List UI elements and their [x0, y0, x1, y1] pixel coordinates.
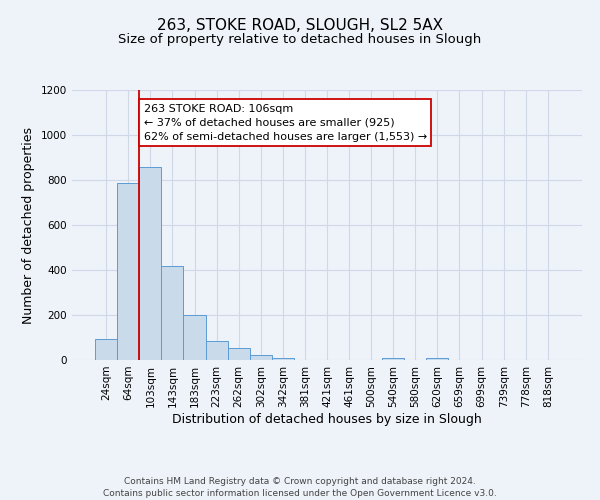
- Text: 263 STOKE ROAD: 106sqm
← 37% of detached houses are smaller (925)
62% of semi-de: 263 STOKE ROAD: 106sqm ← 37% of detached…: [144, 104, 427, 142]
- Text: 263, STOKE ROAD, SLOUGH, SL2 5AX: 263, STOKE ROAD, SLOUGH, SL2 5AX: [157, 18, 443, 32]
- Bar: [184, 315, 206, 360]
- Bar: [206, 341, 227, 360]
- Text: Contains HM Land Registry data © Crown copyright and database right 2024.
Contai: Contains HM Land Registry data © Crown c…: [103, 476, 497, 498]
- Bar: [382, 358, 404, 360]
- Bar: [161, 266, 184, 360]
- Bar: [227, 348, 250, 360]
- Text: Size of property relative to detached houses in Slough: Size of property relative to detached ho…: [118, 32, 482, 46]
- Bar: [95, 338, 117, 360]
- Bar: [139, 166, 161, 360]
- Bar: [272, 358, 294, 360]
- Bar: [250, 355, 272, 360]
- Bar: [427, 358, 448, 360]
- Y-axis label: Number of detached properties: Number of detached properties: [22, 126, 35, 324]
- X-axis label: Distribution of detached houses by size in Slough: Distribution of detached houses by size …: [172, 412, 482, 426]
- Bar: [117, 184, 139, 360]
